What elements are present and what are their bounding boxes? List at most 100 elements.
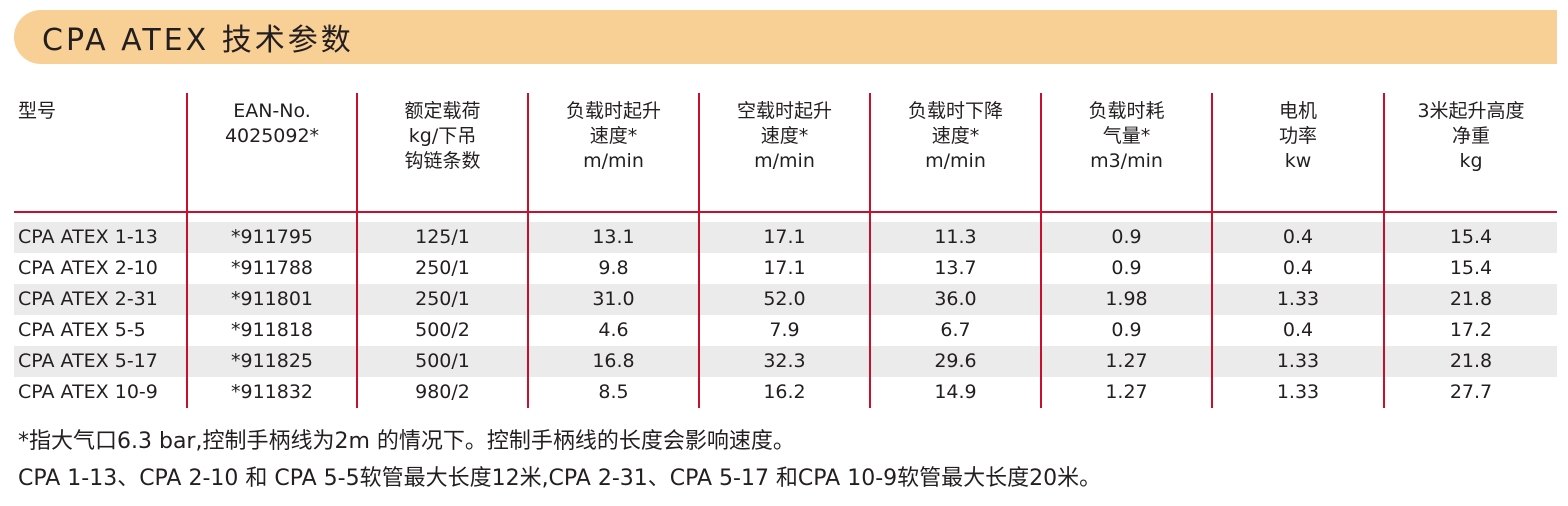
value-cell: 16.2 — [698, 377, 870, 408]
value-cell: 17.1 — [698, 222, 870, 253]
value-cell: *911801 — [186, 284, 357, 315]
column-header-line: 空载时起升 — [736, 100, 832, 122]
model-cell: CPA ATEX 1-13 — [14, 222, 187, 253]
header-row: 型号 EAN-No. 4025092* 额定载荷 kg/下吊钩链条数 负载时起升速度* m/… — [14, 93, 1557, 213]
value-cell: 0.9 — [1040, 253, 1212, 284]
spacer-row — [14, 212, 1557, 222]
spacer-cell — [527, 212, 699, 222]
value-cell: 125/1 — [356, 222, 528, 253]
value-cell: 6.7 — [869, 315, 1041, 346]
column-header-line: 3米起升高度 — [1417, 100, 1525, 122]
value-cell: 0.9 — [1040, 222, 1212, 253]
footnote-hose-length: CPA 1-13、CPA 2-10 和 CPA 5-5软管最大长度12米,CPA… — [18, 466, 1102, 491]
value-cell: 13.1 — [527, 222, 699, 253]
column-header-line: 速度* — [760, 125, 809, 147]
value-cell: 21.8 — [1383, 284, 1557, 315]
model-cell: CPA ATEX 2-10 — [18, 257, 158, 279]
value-cell: 0.4 — [1211, 222, 1384, 253]
value-cell: 1.27 — [1040, 346, 1212, 377]
value-cell: 1.33 — [1211, 284, 1384, 315]
value-cell: 250/1 — [356, 253, 528, 284]
spacer-cell — [869, 212, 1041, 222]
column-header-line: kw — [1284, 150, 1312, 172]
value-cell: 0.9 — [1040, 315, 1212, 346]
value-cell: 17.2 — [1383, 315, 1557, 346]
value-cell: 16.8 — [527, 346, 699, 377]
value-cell: *911825 — [186, 346, 357, 377]
value-cell: 4.6 — [527, 315, 699, 346]
column-header-line: 净重 — [1451, 125, 1490, 147]
table-row: CPA ATEX 5-17 *911825 500/1 16.8 32.3 29.6 1.2… — [14, 346, 1557, 377]
value-cell: 14.9 — [869, 377, 1041, 408]
column-header-line: 负载时起升 — [565, 100, 661, 122]
value-cell: *911832 — [186, 377, 357, 408]
column-header-line: m/min — [583, 150, 644, 172]
model-cell: CPA ATEX 5-17 — [14, 346, 187, 377]
column-header-line: 4025092* — [224, 125, 320, 147]
column-header: 负载时下降 速度* m/min — [869, 93, 1041, 213]
value-cell: 17.1 — [698, 253, 870, 284]
column-header-line: m/min — [925, 150, 986, 172]
value-cell: 980/2 — [356, 377, 528, 408]
column-header-line: 速度* — [589, 125, 638, 147]
column-header: 额定载荷 kg/下吊钩链条数 — [356, 93, 528, 213]
spacer-cell — [356, 212, 528, 222]
value-cell: 7.9 — [698, 315, 870, 346]
column-header-line: m/min — [754, 150, 815, 172]
column-header-line: EAN-No. — [233, 100, 311, 122]
footnote-pressure: *指大气口6.3 bar,控制手柄线为2m 的情况下。控制手柄线的长度会影响速度… — [18, 429, 795, 454]
table-row: CPA ATEX 2-10 *911788 250/1 9.8 17.1 13.7 0.9 0… — [14, 253, 1557, 284]
column-header: 型号 — [14, 93, 187, 213]
column-header: 3米起升高度 净重 kg — [1383, 93, 1557, 213]
page-title: CPA ATEX 技术参数 — [42, 23, 354, 58]
value-cell: 15.4 — [1383, 253, 1557, 284]
spacer-cell — [698, 212, 870, 222]
value-cell: 500/1 — [356, 346, 528, 377]
value-cell: 27.7 — [1383, 377, 1557, 408]
value-cell: *911795 — [186, 222, 357, 253]
column-header-line: kg/下吊 — [408, 125, 477, 147]
value-cell: 36.0 — [869, 284, 1041, 315]
column-header: 负载时起升速度* m/min — [527, 93, 699, 213]
column-header-line: 钩链条数 — [404, 150, 481, 172]
spacer-cell — [1383, 212, 1557, 222]
spacer-cell — [14, 212, 187, 222]
value-cell: 1.98 — [1040, 284, 1212, 315]
value-cell: *911788 — [186, 253, 357, 284]
table-row: CPA ATEX 5-5 *911818 500/2 4.6 7.9 6.7 0.9 0.4 1… — [14, 315, 1557, 346]
column-header-line: m3/min — [1090, 150, 1163, 172]
value-cell: *911818 — [186, 315, 357, 346]
value-cell: 500/2 — [356, 315, 528, 346]
spacer-cell — [1040, 212, 1212, 222]
value-cell: 1.33 — [1211, 377, 1384, 408]
column-header: 负载时耗 气量* m3/min — [1040, 93, 1212, 213]
value-cell: 31.0 — [527, 284, 699, 315]
value-cell: 52.0 — [698, 284, 870, 315]
column-header: 电机功率 kw — [1211, 93, 1384, 213]
model-cell: CPA ATEX 5-5 — [18, 319, 146, 341]
spacer-cell — [1211, 212, 1384, 222]
value-cell: 32.3 — [698, 346, 870, 377]
column-header-line: 额定载荷 — [404, 100, 481, 122]
title-banner: CPA ATEX 技术参数 — [14, 10, 1557, 64]
value-cell: 1.33 — [1211, 346, 1384, 377]
table-body: CPA ATEX 1-13 *911795 125/1 13.1 17.1 11.3 0.9… — [14, 212, 1557, 408]
value-cell: 1.27 — [1040, 377, 1212, 408]
table-row: CPA ATEX 2-31 *911801 250/1 31.0 52.0 36.0 1.9… — [14, 284, 1557, 315]
table-row: CPA ATEX 10-9 *911832 980/2 8.5 16.2 14.9 1.27… — [14, 377, 1557, 408]
column-header-line: 功率 — [1278, 125, 1317, 147]
column-header: 空载时起升速度* m/min — [698, 93, 870, 213]
value-cell: 29.6 — [869, 346, 1041, 377]
column-header-line: 速度* — [931, 125, 980, 147]
column-header-line: 气量* — [1102, 125, 1151, 147]
column-header: EAN-No. 4025092* — [186, 93, 357, 213]
value-cell: 11.3 — [869, 222, 1041, 253]
column-header-line: 型号 — [18, 100, 57, 122]
column-header-line: kg — [1459, 150, 1483, 172]
spacer-cell — [186, 212, 357, 222]
value-cell: 250/1 — [356, 284, 528, 315]
value-cell: 9.8 — [527, 253, 699, 284]
value-cell: 0.4 — [1211, 253, 1384, 284]
model-cell: CPA ATEX 2-31 — [14, 284, 187, 315]
column-header-line: 电机 — [1278, 100, 1317, 122]
